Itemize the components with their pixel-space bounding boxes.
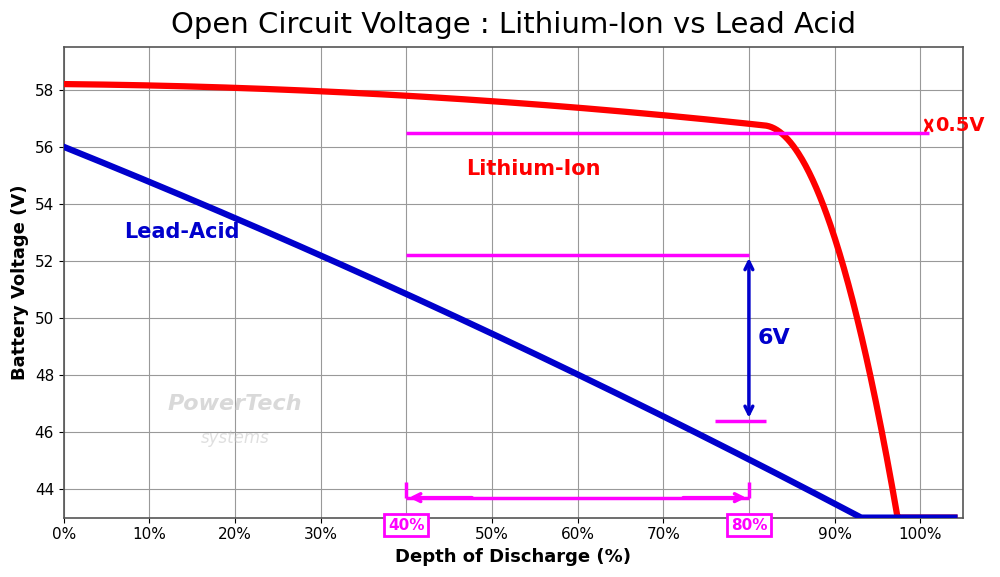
Title: Open Circuit Voltage : Lithium-Ion vs Lead Acid: Open Circuit Voltage : Lithium-Ion vs Le…: [171, 11, 856, 39]
Text: Lead-Acid: Lead-Acid: [124, 222, 239, 242]
Y-axis label: Battery Voltage (V): Battery Voltage (V): [11, 185, 29, 380]
Text: 0.5V: 0.5V: [936, 116, 985, 135]
Text: 6V: 6V: [757, 328, 790, 348]
Text: Lithium-Ion: Lithium-Ion: [466, 159, 601, 179]
Text: PowerTech: PowerTech: [168, 394, 302, 414]
Text: systems: systems: [201, 429, 269, 447]
Text: 40%: 40%: [388, 518, 425, 533]
X-axis label: Depth of Discharge (%): Depth of Discharge (%): [395, 548, 631, 566]
Text: 80%: 80%: [731, 518, 767, 533]
